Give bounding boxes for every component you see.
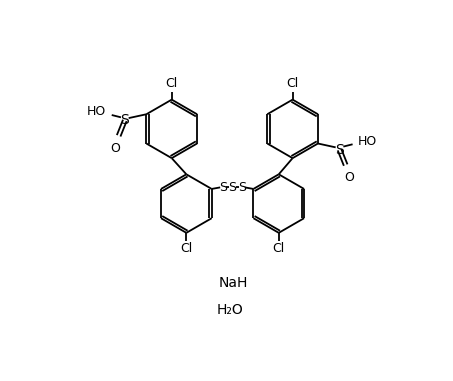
Text: S: S — [238, 181, 246, 194]
Text: S: S — [120, 114, 129, 127]
Text: Cl: Cl — [166, 77, 178, 90]
Text: Cl: Cl — [273, 242, 285, 255]
Text: Cl: Cl — [180, 242, 193, 255]
Text: Cl: Cl — [286, 77, 299, 90]
Text: NaH: NaH — [219, 276, 248, 290]
Text: S: S — [219, 181, 227, 194]
Text: S: S — [229, 181, 236, 194]
Text: S: S — [335, 142, 344, 157]
Text: H₂O: H₂O — [217, 303, 244, 317]
Text: O: O — [110, 142, 120, 155]
Text: O: O — [345, 171, 354, 184]
Text: HO: HO — [358, 135, 377, 148]
Text: HO: HO — [87, 106, 106, 118]
